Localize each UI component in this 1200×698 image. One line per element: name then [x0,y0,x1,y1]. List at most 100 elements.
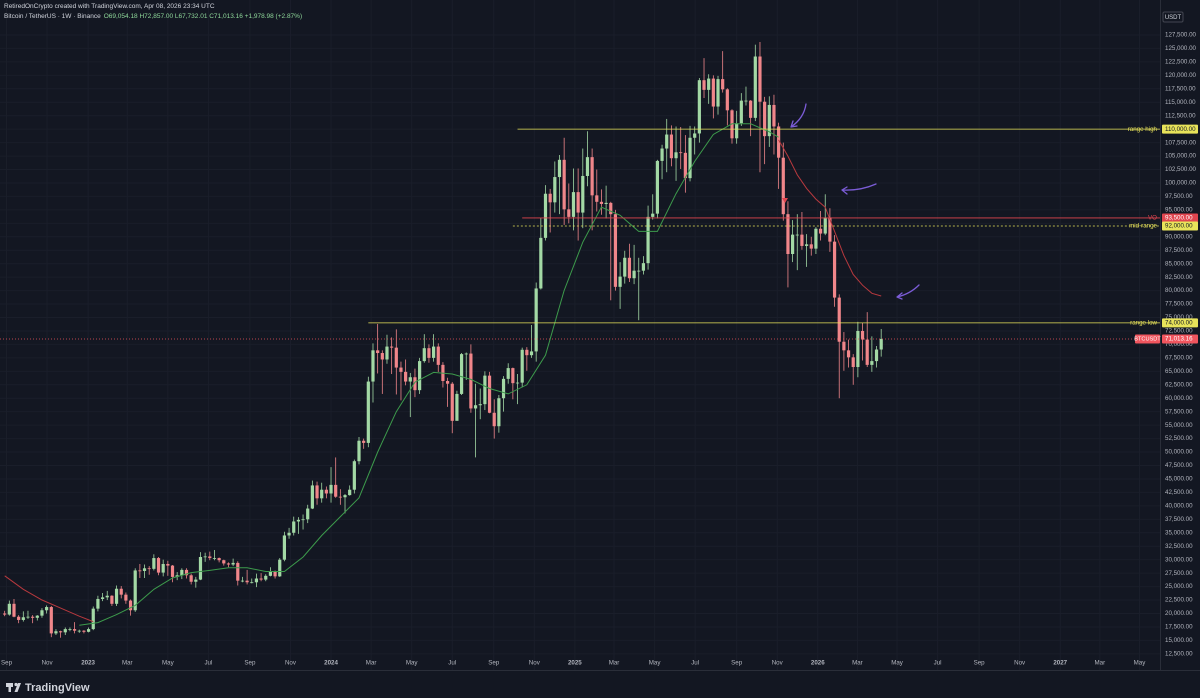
x-tick-label: 2024 [324,660,338,667]
candle-body [469,353,473,409]
y-tick-label: 45,000.00 [1165,476,1193,483]
candle-body [576,192,580,213]
candle-body [334,484,338,497]
candle-body [767,104,771,137]
candle-body [473,405,478,409]
candle-body [184,569,189,576]
y-tick-label: 125,000.00 [1165,45,1197,52]
price-box [1162,334,1198,344]
moving-average [4,575,94,623]
candle-body [772,104,776,127]
y-tick-label: 15,000.00 [1165,637,1193,644]
candle-body [707,78,711,90]
y-tick-label: 17,500.00 [1165,624,1193,631]
y-tick-label: 57,500.00 [1165,408,1193,415]
logo-part [14,683,21,692]
candle-body [226,563,231,565]
candle-body [800,234,804,246]
candle-body [501,378,506,399]
candle-body [585,157,590,176]
moving-average [79,123,779,626]
y-tick-label: 85,000.00 [1165,260,1193,267]
candle-body [856,330,860,368]
candle-body [86,629,91,632]
symbol-label: BTCUSDT [1134,336,1161,342]
level-value: 110,000.00 [1165,126,1196,133]
x-tick-label: Jul [691,660,699,667]
candle-body [632,270,636,279]
y-tick-label: 27,500.00 [1165,570,1193,577]
candle-body [91,608,95,630]
candle-body [851,357,855,368]
candle-body [623,257,627,277]
y-tick-label: 102,500.00 [1165,166,1197,173]
y-tick-label: 72,500.00 [1165,328,1193,335]
candle-body [637,270,641,272]
candle-body [786,214,790,255]
x-tick-label: Sep [974,660,986,667]
candle-body [82,630,86,632]
candle-body [413,377,417,391]
candle-body [45,607,49,611]
candle-body [138,570,142,572]
candle-body [268,570,273,576]
candle-body [142,568,147,571]
candle-body [828,217,832,242]
candle-body [735,123,739,139]
y-tick-label: 82,500.00 [1165,274,1193,281]
candle-body [613,214,618,287]
candle-body [231,562,235,565]
candle-body [590,157,594,196]
candle-body [240,580,245,582]
candle-body [455,393,459,421]
candle-body [31,616,35,618]
candle-body [390,346,394,348]
candle-body [445,381,450,384]
candle-body [758,56,762,102]
x-tick-label: May [891,660,904,667]
y-tick-label: 75,000.00 [1165,314,1193,321]
candle-body [763,101,767,137]
candle-body [161,563,165,573]
candle-body [739,100,743,124]
candle-body [394,347,398,368]
candle-body [273,570,277,577]
moving-average [778,139,882,297]
candle-body [534,288,538,352]
candle-body [483,375,487,405]
x-tick-label: Nov [285,660,297,667]
candle-body [870,361,874,365]
symbol: Bitcoin / TetherUS · 1W · Binance [4,13,101,20]
y-tick-label: 107,500.00 [1165,139,1197,146]
y-tick-label: 122,500.00 [1165,59,1197,66]
y-tick-label: 52,500.00 [1165,435,1193,442]
candle-body [77,630,81,632]
y-tick-label: 100,000.00 [1165,180,1197,187]
candle-body [721,79,725,90]
candle-body [3,613,7,615]
candle-body [26,616,30,618]
candle-body [562,159,566,210]
y-tick-label: 120,000.00 [1165,72,1197,79]
candle-body [711,78,715,107]
candle-body [68,629,72,630]
candle-body [264,575,268,580]
x-tick-label: Sep [244,660,256,667]
x-tick-label: 2027 [1053,660,1067,667]
candle-body [21,617,25,620]
y-tick-label: 105,000.00 [1165,153,1197,160]
candle-body [814,228,818,249]
x-tick-label: Nov [529,660,541,667]
candle-body [432,346,436,358]
candle-body [105,595,109,598]
candle-body [147,568,151,570]
level-value-box [1162,213,1198,223]
candle-body [529,351,534,356]
candle-body [208,556,212,559]
candle-body [352,461,356,490]
level-value: 74,000.00 [1165,320,1193,327]
x-tick-label: Nov [42,660,54,667]
candle-body [595,195,599,202]
